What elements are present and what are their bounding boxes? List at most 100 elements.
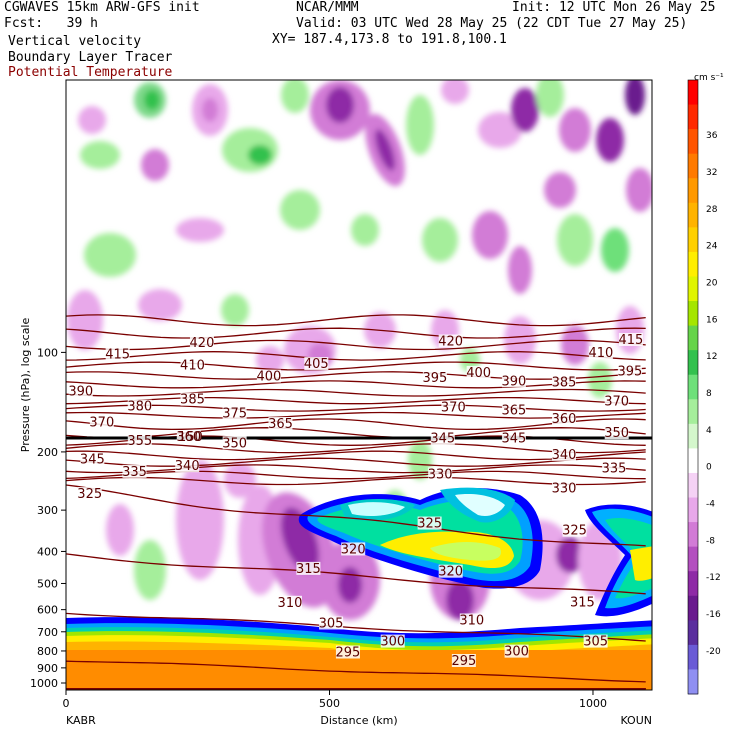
theta-label: 360 — [176, 430, 201, 445]
colorbar-label: 36 — [706, 131, 718, 141]
theta-contour — [66, 418, 646, 431]
colorbar-swatch — [688, 522, 698, 548]
colorbar-swatch — [688, 202, 698, 228]
theta-contour — [66, 612, 646, 642]
theta-label: 340 — [552, 448, 577, 463]
theta-contour — [66, 361, 646, 371]
theta-label-bg — [501, 374, 526, 388]
theta-label: 330 — [428, 467, 453, 482]
x-axis: 0 500 1000 — [63, 690, 607, 710]
colorbar-swatch — [688, 104, 698, 130]
theta-label: 410 — [588, 346, 613, 361]
theta-label: 405 — [304, 357, 329, 372]
theta-label: 320 — [341, 542, 366, 557]
colorbar-swatch — [688, 644, 698, 670]
organization: NCAR/MMM — [296, 0, 359, 15]
colorbar-label: 4 — [706, 426, 712, 436]
theta-label: 380 — [127, 400, 152, 415]
colorbar-swatch — [688, 546, 698, 572]
theta-label: 310 — [278, 596, 303, 611]
colorbar-swatch — [688, 153, 698, 179]
colorbar-swatch — [688, 350, 698, 376]
theta-label-bg — [551, 447, 576, 461]
theta-label: 410 — [180, 358, 205, 373]
colorbar-label: 8 — [706, 389, 712, 399]
theta-label-bg — [604, 426, 629, 440]
theta-label-bg — [268, 417, 293, 431]
theta-label: 395 — [422, 371, 447, 386]
y-tick-label: 500 — [37, 577, 58, 590]
cross-section-endpoints: XY= 187.4,173.8 to 191.8,100.1 — [272, 32, 507, 47]
theta-label-bg — [501, 431, 526, 445]
theta-label: 330 — [552, 482, 577, 497]
plot-frame — [65, 79, 653, 691]
theta-label: 370 — [604, 395, 629, 410]
theta-label-bg — [583, 634, 608, 648]
theta-label-bg — [319, 616, 344, 630]
theta-label: 390 — [502, 374, 527, 389]
end-station-label: KOUN — [620, 714, 652, 727]
theta-label: 305 — [583, 635, 608, 650]
x-tick-label: 1000 — [579, 697, 607, 710]
colorbar-label: 20 — [706, 279, 718, 289]
y-tick-label: 200 — [37, 446, 58, 459]
theta-label: 370 — [441, 401, 466, 416]
theta-label: 415 — [105, 348, 130, 363]
theta-contour — [66, 443, 646, 454]
theta-label: 320 — [438, 565, 463, 580]
theta-label-bg — [277, 595, 302, 609]
vertical-velocity-field — [67, 80, 652, 480]
colorbar-label: -20 — [706, 647, 721, 657]
colorbar-label: -8 — [706, 536, 715, 546]
theta-label-bg — [175, 459, 200, 473]
x-axis-label: Distance (km) — [320, 714, 397, 727]
theta-contour — [66, 327, 646, 339]
colorbar-swatch — [688, 620, 698, 646]
theta-label: 370 — [89, 415, 114, 430]
theta-label: 415 — [619, 333, 644, 348]
theta-label: 385 — [552, 375, 577, 390]
colorbar-swatch — [688, 80, 698, 106]
theta-label-bg — [296, 561, 321, 575]
colorbar-swatch — [688, 301, 698, 327]
theta-label-bg — [438, 564, 463, 578]
colorbar-swatch — [688, 325, 698, 351]
colorbar-swatch — [688, 472, 698, 499]
theta-label: 350 — [222, 436, 247, 451]
theta-label: 325 — [562, 524, 587, 539]
colorbar-swatch — [688, 251, 698, 277]
y-axis: 100 200 300 400 500 600 700 800 900 1000 — [30, 346, 66, 690]
theta-label-bg — [335, 645, 360, 659]
colorbar-frame — [687, 79, 699, 695]
colorbar-swatch — [688, 669, 698, 695]
theta-label: 420 — [190, 336, 215, 351]
theta-label: 355 — [127, 434, 152, 449]
theta-label-bg — [122, 464, 147, 478]
colorbar-swatch — [688, 276, 698, 302]
theta-label: 315 — [296, 562, 321, 577]
colorbar: 36 32 28 24 20 16 12 8 4 0 -4 -8 -12 -16 -20 — [687, 79, 721, 695]
theta-label: 295 — [451, 654, 476, 669]
colorbar-label: -12 — [706, 573, 721, 583]
theta-label-bg — [617, 364, 642, 378]
theta-contour — [66, 351, 646, 361]
theta-label-bg — [127, 434, 152, 448]
y-tick-label: 300 — [37, 504, 58, 517]
theta-contour — [66, 450, 646, 461]
forecast-hour: Fcst: 39 h — [4, 16, 98, 31]
theta-contour — [66, 411, 646, 419]
theta-label-bg — [127, 399, 152, 413]
theta-label: 335 — [122, 465, 147, 480]
theta-label-bg — [459, 613, 484, 627]
theta-contour — [66, 464, 646, 474]
theta-label-bg — [341, 542, 366, 556]
colorbar-swatch — [688, 129, 698, 155]
legend-potential-temperature: Potential Temperature — [8, 65, 173, 80]
tropopause-label: 150 — [178, 430, 203, 445]
theta-label-bg — [422, 370, 447, 384]
colorbar-swatch — [688, 423, 698, 449]
colorbar-swatch — [688, 448, 698, 474]
theta-label: 365 — [268, 417, 293, 432]
colorbar-swatch — [688, 227, 698, 253]
theta-contour — [66, 476, 646, 486]
